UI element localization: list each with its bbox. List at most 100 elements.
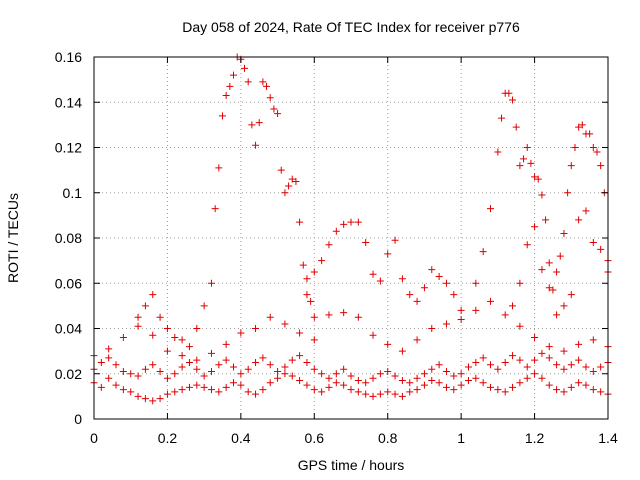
- data-point: [553, 361, 561, 369]
- data-point: [575, 379, 583, 387]
- data-point: [252, 325, 260, 332]
- data-point: [149, 361, 157, 369]
- data-point: [288, 175, 296, 183]
- data-point: [230, 363, 238, 371]
- data-point: [112, 381, 120, 389]
- data-point: [156, 313, 164, 321]
- data-point: [534, 175, 542, 183]
- data-point: [435, 379, 443, 387]
- data-point: [553, 311, 561, 319]
- x-tick-label: 1: [457, 430, 465, 446]
- data-point: [237, 329, 245, 337]
- data-point: [215, 164, 223, 172]
- data-point: [219, 112, 226, 120]
- data-point: [487, 205, 495, 213]
- data-point: [567, 361, 575, 369]
- data-point: [266, 313, 274, 321]
- data-point: [171, 334, 179, 342]
- data-point: [303, 381, 311, 389]
- data-point: [310, 365, 318, 373]
- data-point: [325, 374, 333, 382]
- grid: [94, 57, 608, 419]
- data-point: [413, 386, 421, 394]
- data-point: [578, 121, 586, 129]
- data-point: [398, 275, 406, 283]
- data-point: [505, 89, 513, 97]
- data-point: [230, 379, 238, 387]
- data-point: [274, 374, 282, 382]
- y-tick-label: 0.14: [55, 94, 82, 110]
- data-point: [185, 358, 193, 366]
- data-point: [211, 205, 219, 213]
- data-point: [288, 372, 296, 380]
- data-point: [457, 315, 465, 323]
- data-point: [516, 379, 524, 387]
- data-point: [545, 343, 553, 351]
- data-point: [472, 374, 480, 382]
- data-point: [406, 388, 414, 396]
- data-point: [207, 349, 215, 357]
- data-point: [193, 365, 201, 373]
- data-point: [556, 252, 564, 260]
- data-point: [549, 286, 557, 294]
- data-point: [384, 388, 392, 396]
- data-point: [340, 220, 348, 228]
- data-point: [163, 390, 171, 398]
- data-point: [325, 383, 333, 391]
- data-point: [472, 306, 480, 314]
- data-point: [567, 383, 575, 391]
- data-point: [494, 386, 502, 394]
- x-tick-label: 0.8: [378, 430, 398, 446]
- data-point: [318, 370, 326, 378]
- data-point: [171, 370, 179, 378]
- data-point: [413, 336, 421, 344]
- data-point: [270, 105, 278, 113]
- data-point: [531, 356, 539, 364]
- data-point: [163, 347, 171, 355]
- data-point: [156, 367, 164, 375]
- data-point: [310, 313, 318, 321]
- data-point: [241, 64, 249, 72]
- data-point: [119, 386, 127, 394]
- data-point: [105, 374, 113, 382]
- data-point: [127, 370, 135, 378]
- data-point: [560, 365, 568, 373]
- chart-title: Day 058 of 2024, Rate Of TEC Index for r…: [182, 19, 520, 35]
- data-point: [149, 397, 157, 405]
- y-tick-label: 0.04: [55, 321, 82, 337]
- data-point: [299, 261, 307, 269]
- data-point: [516, 279, 524, 287]
- data-point: [384, 340, 392, 348]
- data-point: [457, 370, 465, 378]
- data-point: [501, 358, 509, 366]
- data-point: [237, 370, 245, 378]
- data-point: [450, 291, 458, 299]
- data-point: [487, 383, 495, 391]
- data-point: [531, 334, 539, 342]
- data-point: [428, 266, 436, 274]
- data-point: [464, 363, 472, 371]
- data-point: [398, 392, 406, 400]
- data-point: [274, 367, 282, 375]
- data-point: [248, 121, 256, 129]
- data-point: [347, 218, 355, 226]
- data-point: [354, 218, 362, 226]
- data-point: [112, 361, 120, 369]
- data-point: [178, 352, 186, 360]
- data-point: [340, 381, 348, 389]
- data-point: [582, 363, 590, 371]
- data-point: [597, 162, 605, 170]
- data-point: [277, 166, 285, 174]
- data-point: [597, 388, 605, 396]
- data-point: [200, 372, 208, 380]
- data-point: [134, 372, 142, 380]
- x-axis-label: GPS time / hours: [298, 457, 405, 473]
- data-point: [538, 374, 546, 382]
- data-point: [244, 365, 252, 373]
- data-point: [237, 381, 245, 389]
- data-point: [222, 91, 230, 99]
- data-point: [296, 377, 304, 385]
- data-point: [391, 236, 399, 244]
- data-point: [222, 383, 230, 391]
